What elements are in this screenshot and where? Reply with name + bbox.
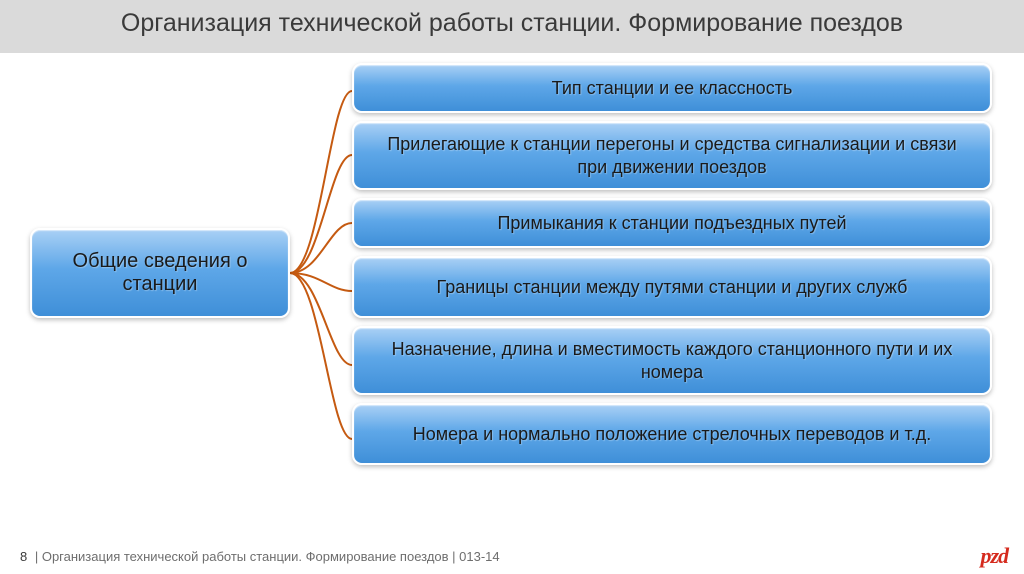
children-column: Тип станции и ее классность Прилегающие … <box>352 63 992 465</box>
child-label: Номера и нормально положение стрелочных … <box>413 423 931 446</box>
child-label: Назначение, длина и вместимость каждого … <box>372 338 972 383</box>
child-label: Примыкания к станции подъездных путей <box>497 212 846 235</box>
slide-title: Организация технической работы станции. … <box>20 8 1004 39</box>
child-label: Границы станции между путями станции и д… <box>437 276 908 299</box>
child-node-2: Примыкания к станции подъездных путей <box>352 198 992 248</box>
child-label: Тип станции и ее классность <box>552 77 793 100</box>
diagram-area: Общие сведения о станции Тип станции и е… <box>0 53 1024 493</box>
child-node-3: Границы станции между путями станции и д… <box>352 256 992 318</box>
child-label: Прилегающие к станции перегоны и средств… <box>372 133 972 178</box>
root-label: Общие сведения о станции <box>46 250 274 296</box>
footer-text-wrap: 8 | Организация технической работы станц… <box>20 549 500 564</box>
child-node-5: Номера и нормально положение стрелочных … <box>352 403 992 465</box>
child-node-0: Тип станции и ее классность <box>352 63 992 113</box>
slide-footer: 8 | Организация технической работы станц… <box>0 538 1024 574</box>
page-number: 8 <box>20 549 27 564</box>
footer-text: | Организация технической работы станции… <box>31 549 499 564</box>
child-node-4: Назначение, длина и вместимость каждого … <box>352 326 992 395</box>
child-node-1: Прилегающие к станции перегоны и средств… <box>352 121 992 190</box>
rzd-logo: pzd <box>980 543 1008 569</box>
root-node: Общие сведения о станции <box>30 228 290 318</box>
slide-header: Организация технической работы станции. … <box>0 0 1024 53</box>
